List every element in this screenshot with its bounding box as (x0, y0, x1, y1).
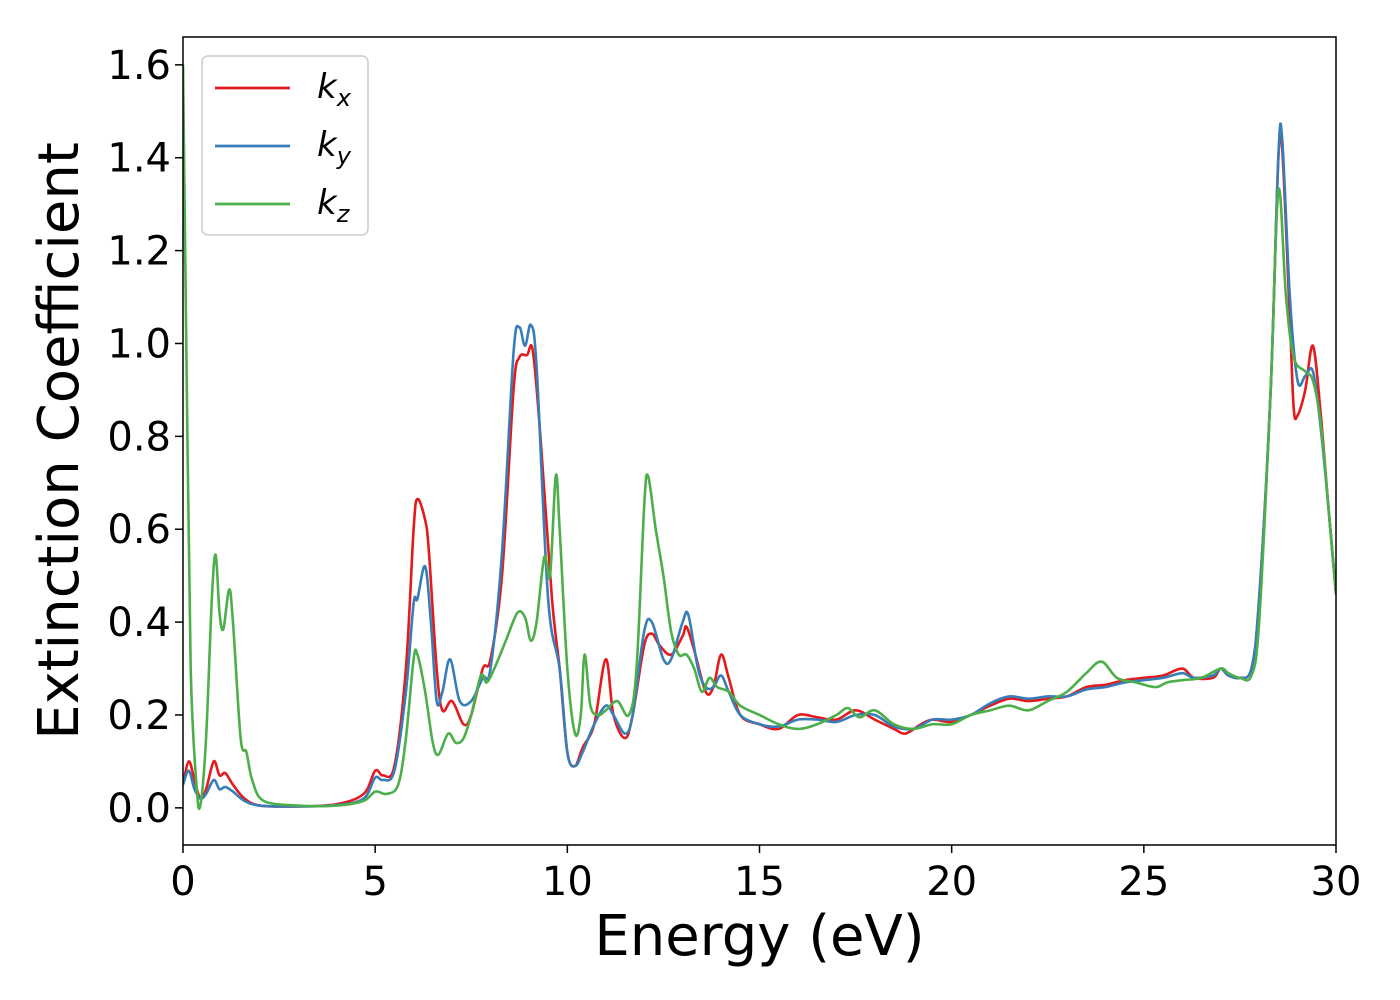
x-tick-label: 30 (1311, 859, 1362, 905)
y-tick-label: 1.2 (107, 229, 171, 275)
x-tick-label: 20 (926, 859, 977, 905)
y-tick-label: 1.4 (107, 136, 171, 182)
y-tick-label: 1.0 (107, 321, 171, 367)
x-tick-label: 15 (734, 859, 785, 905)
y-tick-label: 0.0 (107, 786, 171, 832)
y-tick-label: 0.6 (107, 507, 171, 553)
x-tick-label: 10 (542, 859, 593, 905)
series-layer (183, 64, 1336, 811)
y-tick-label: 0.8 (107, 414, 171, 460)
x-tick-label: 5 (362, 859, 387, 905)
x-axis-label: Energy (eV) (594, 904, 924, 969)
x-axis-ticks: 0 5 10 15 20 25 30 (170, 845, 1361, 905)
y-tick-label: 0.4 (107, 600, 171, 646)
y-tick-label: 0.2 (107, 693, 171, 739)
y-tick-label: 1.6 (107, 43, 171, 89)
series-line-kz (183, 64, 1336, 811)
x-tick-label: 25 (1118, 859, 1169, 905)
y-axis-ticks: 0.0 0.2 0.4 0.6 0.8 1.0 1.2 1.4 1.6 (107, 43, 183, 832)
y-axis-label: Extinction Coefficient (27, 142, 92, 740)
x-tick-label: 0 (170, 859, 195, 905)
